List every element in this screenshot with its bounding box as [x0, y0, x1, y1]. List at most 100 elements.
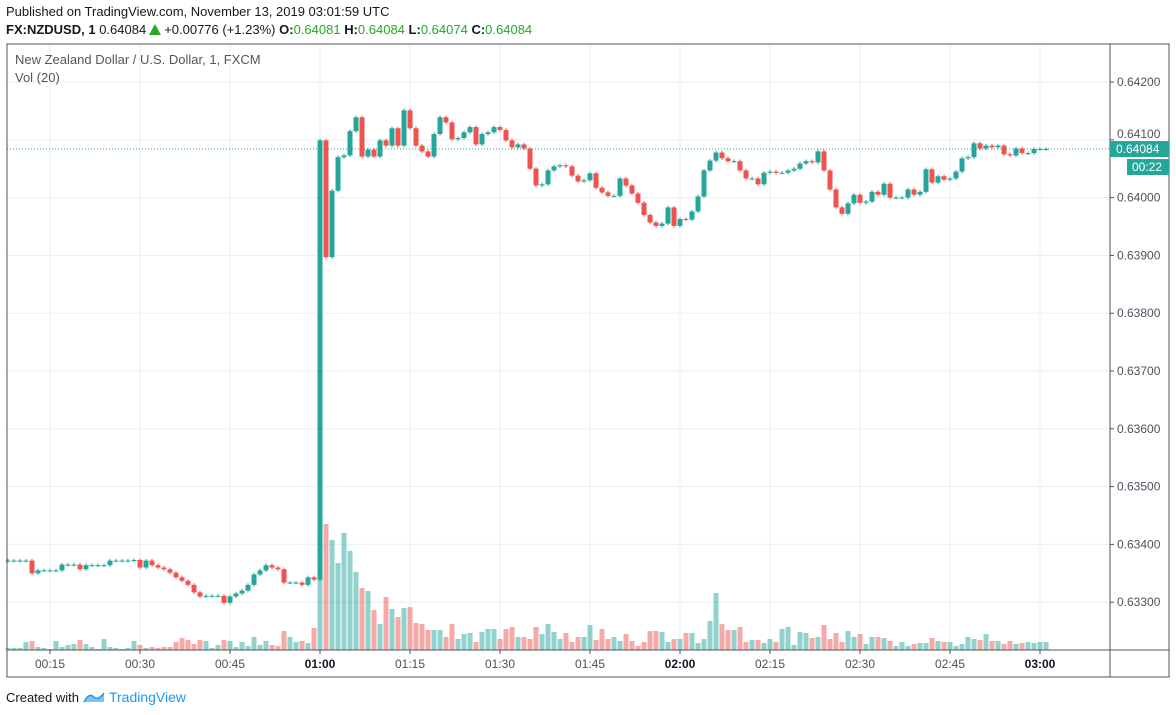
- candle-body: [809, 161, 815, 163]
- volume-bar: [659, 632, 665, 650]
- volume-bar: [137, 645, 143, 650]
- candle-body: [113, 560, 119, 562]
- candle-body: [965, 157, 971, 159]
- candle-body: [683, 218, 689, 220]
- volume-bar: [287, 637, 293, 650]
- tradingview-logo-icon: [83, 692, 105, 703]
- volume-bar: [245, 646, 251, 650]
- volume-bar: [515, 637, 521, 650]
- volume-bar: [977, 640, 983, 650]
- triangle-up-icon: [149, 24, 162, 35]
- candle-body: [827, 170, 833, 190]
- volume-bar: [491, 629, 497, 650]
- volume-bar: [599, 629, 605, 650]
- volume-bar: [635, 646, 641, 650]
- candle-body: [41, 570, 47, 572]
- candle-body: [869, 191, 875, 202]
- candle-body: [95, 565, 101, 567]
- y-tick-label: 0.63700: [1117, 364, 1161, 378]
- volume-bar: [737, 627, 743, 650]
- candle-body: [437, 117, 443, 135]
- candle-body: [755, 178, 761, 185]
- volume-bar: [725, 630, 731, 650]
- candle-body: [833, 189, 839, 208]
- volume-bar: [353, 572, 359, 650]
- volume-bar: [269, 645, 275, 650]
- grid: [7, 44, 1110, 650]
- volume-bar: [917, 643, 923, 650]
- candle-body: [677, 218, 683, 226]
- price-axis[interactable]: 0.64200 0.64100 0.64000 0.63900 0.63800 0.637…: [1110, 75, 1161, 609]
- volume-legend: Vol (20): [15, 70, 60, 85]
- candle-body: [461, 132, 467, 139]
- volume-bar: [467, 633, 473, 650]
- candle-body: [239, 590, 245, 594]
- tradingview-link[interactable]: TradingView: [108, 689, 187, 705]
- volume-bar: [143, 648, 149, 650]
- candle-body: [251, 574, 257, 585]
- candle-body: [203, 595, 209, 597]
- volume-bar: [701, 639, 707, 650]
- volume-bar: [209, 648, 215, 650]
- candle-body: [323, 140, 329, 258]
- volume-bar: [497, 639, 503, 650]
- time-axis[interactable]: 00:15 00:30 00:45 01:00 01:15 01:30 01:45 02:00…: [35, 650, 1056, 671]
- candle-body: [329, 190, 335, 258]
- series-title: New Zealand Dollar / U.S. Dollar, 1, FXC…: [15, 52, 261, 67]
- volume-bar: [827, 639, 833, 650]
- candle-body: [995, 145, 1001, 148]
- volume-bar: [803, 633, 809, 650]
- candle-body: [263, 565, 269, 571]
- volume-bar: [1025, 642, 1031, 650]
- volume-bar: [65, 645, 71, 650]
- candle-body: [1031, 149, 1037, 154]
- candle-body: [527, 148, 533, 169]
- volume-bar: [563, 633, 569, 650]
- volume-bar: [1037, 642, 1043, 650]
- candle-body: [479, 134, 485, 145]
- candle-body: [497, 127, 503, 130]
- candle-body: [167, 569, 173, 573]
- high-label: H:: [344, 22, 358, 37]
- candle-body: [353, 117, 359, 132]
- volume-bar: [935, 641, 941, 650]
- volume-bar: [479, 632, 485, 650]
- volume-bar: [239, 642, 245, 650]
- volume-bar: [743, 642, 749, 650]
- created-with: Created with: [6, 689, 79, 705]
- volume-bar: [581, 637, 587, 650]
- volume-bar: [899, 642, 905, 650]
- volume-bar: [401, 608, 407, 650]
- candle-body: [449, 122, 455, 140]
- candle-body: [83, 565, 89, 570]
- candle-body: [275, 567, 281, 570]
- volume-bars: [5, 520, 1049, 650]
- candle-body: [431, 134, 437, 157]
- candle-body: [725, 158, 731, 162]
- volume-bar: [161, 647, 167, 650]
- candle-body: [47, 570, 53, 572]
- candle-body: [623, 178, 629, 186]
- volume-bar: [773, 642, 779, 650]
- volume-bar: [395, 617, 401, 650]
- candle-body: [515, 144, 521, 148]
- candle-body: [245, 584, 251, 591]
- volume-bar: [59, 647, 65, 650]
- candle-body: [557, 165, 563, 167]
- footer[interactable]: Created with TradingView: [6, 689, 186, 705]
- candle-body: [119, 560, 125, 562]
- volume-bar: [857, 634, 863, 650]
- high-value: 0.64084: [357, 22, 405, 37]
- candle-body: [107, 560, 113, 566]
- candle-body: [293, 582, 299, 584]
- candle-body: [947, 178, 953, 180]
- volume-bar: [1001, 644, 1007, 650]
- candle-body: [413, 128, 419, 146]
- candle-body: [227, 596, 233, 603]
- volume-bar: [731, 630, 737, 650]
- candle-body: [125, 560, 131, 562]
- volume-bar: [947, 642, 953, 650]
- volume-bar: [983, 634, 989, 650]
- candle-body: [473, 127, 479, 145]
